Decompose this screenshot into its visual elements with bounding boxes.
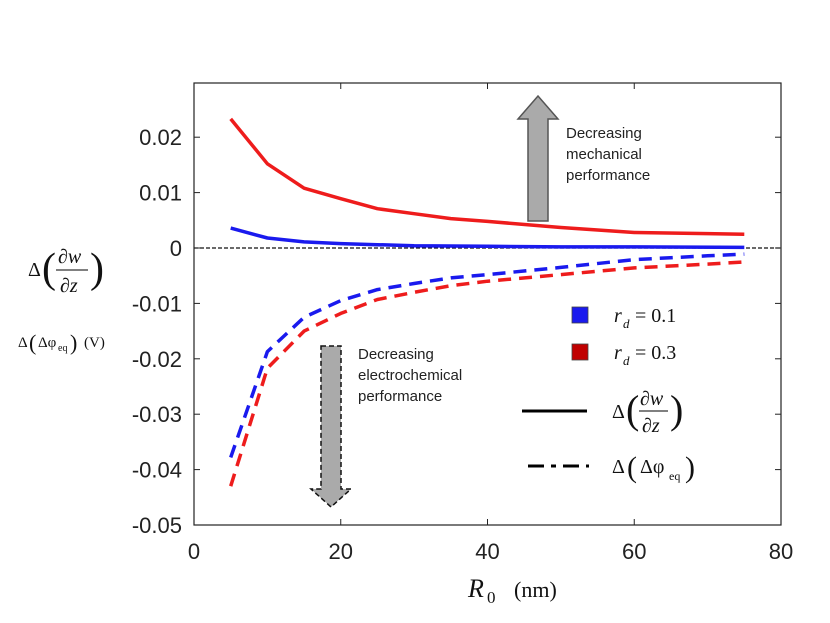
y-label-top: Δ ( ∂w ∂z ) (28, 246, 104, 297)
legend-dwdz-delta: Δ (612, 401, 625, 423)
legend-swatch-rd-0.3 (571, 343, 589, 361)
legend-phi-delta: Δ (612, 456, 625, 478)
x-axis: 0 20 40 60 80 (188, 83, 793, 564)
series-line-3 (229, 260, 745, 487)
legend-rd-0.1-value: = 0.1 (635, 305, 676, 327)
ylabel-top-delta: Δ (28, 259, 41, 281)
ylabel-top-paren: ( (42, 246, 56, 292)
legend-rd-symbol: r (614, 342, 622, 364)
annotation-mechanical-line3: performance (566, 167, 650, 184)
legend-phi-paren: ( (627, 451, 637, 484)
legend-dwdz-paren-close: ) (670, 387, 683, 432)
annotation-electrochemical-line2: electrochemical (358, 367, 462, 384)
y-tick-label: -0.05 (132, 513, 182, 538)
ylabel-bottom-paren-close: ) (70, 330, 77, 355)
legend-phi-sub: eq (669, 469, 680, 483)
x-tick-label: 40 (475, 539, 499, 564)
legend-phi-paren-close: ) (685, 451, 695, 484)
x-tick-label: 20 (329, 539, 353, 564)
legend-dwdz-denominator: ∂z (642, 415, 660, 437)
y-label-bottom: Δ ( Δφ eq ) (V) (18, 330, 105, 355)
annotation-mechanical-line1: Decreasing (566, 125, 642, 142)
y-tick-label: 0 (170, 236, 182, 261)
electrochemical-arrow (309, 345, 353, 509)
legend-dwdz-paren: ( (626, 387, 639, 432)
legend: r d = 0.1 r d = 0.3 Δ ( ∂w ∂z ) Δ ( Δφ e… (522, 305, 695, 484)
y-tick-label: -0.02 (132, 347, 182, 372)
legend-rd-subscript: d (623, 353, 630, 368)
ylabel-bottom-sub: eq (58, 343, 67, 354)
y-tick-label: -0.04 (132, 458, 182, 483)
ylabel-top-paren-close: ) (90, 246, 104, 292)
ylabel-bottom-paren: ( (29, 330, 36, 355)
xlabel-main: R (467, 574, 484, 603)
y-tick-label: 0.01 (139, 181, 182, 206)
ylabel-top-numerator: ∂w (58, 246, 82, 268)
y-axis: 0.02 0.01 0 -0.01 -0.02 -0.03 -0.04 -0.05 (132, 125, 781, 538)
y-tick-label: -0.03 (132, 402, 182, 427)
down-arrow-icon (309, 345, 353, 509)
y-tick-label: -0.01 (132, 291, 182, 316)
series-line-2 (229, 252, 745, 458)
legend-rd-0.3-value: = 0.3 (635, 342, 676, 364)
annotation-electrochemical-line1: Decreasing (358, 346, 434, 363)
series-line-0 (229, 117, 745, 236)
legend-rd-subscript: d (623, 316, 630, 331)
y-tick-label: 0.02 (139, 125, 182, 150)
xlabel-unit: (nm) (514, 577, 557, 602)
legend-rd-symbol: r (614, 305, 622, 327)
mechanical-arrow (516, 94, 560, 222)
x-tick-label: 80 (769, 539, 793, 564)
ylabel-bottom-inner: Δφ (38, 335, 57, 351)
x-tick-label: 0 (188, 539, 200, 564)
xlabel-sub: 0 (487, 588, 496, 607)
ylabel-top-denominator: ∂z (60, 275, 78, 297)
annotation-electrochemical-line3: performance (358, 388, 442, 405)
series-group (229, 117, 745, 487)
series-line-1 (230, 226, 745, 250)
up-arrow-icon (516, 94, 560, 222)
x-label: R 0 (nm) (467, 574, 557, 607)
x-tick-label: 60 (622, 539, 646, 564)
legend-swatch-rd-0.1 (571, 306, 589, 324)
ylabel-bottom-delta: Δ (18, 335, 28, 351)
legend-phi-inner: Δφ (640, 456, 664, 478)
annotation-mechanical-line2: mechanical (566, 146, 642, 163)
legend-dwdz-numerator: ∂w (640, 388, 664, 410)
ylabel-bottom-unit: (V) (84, 335, 105, 351)
